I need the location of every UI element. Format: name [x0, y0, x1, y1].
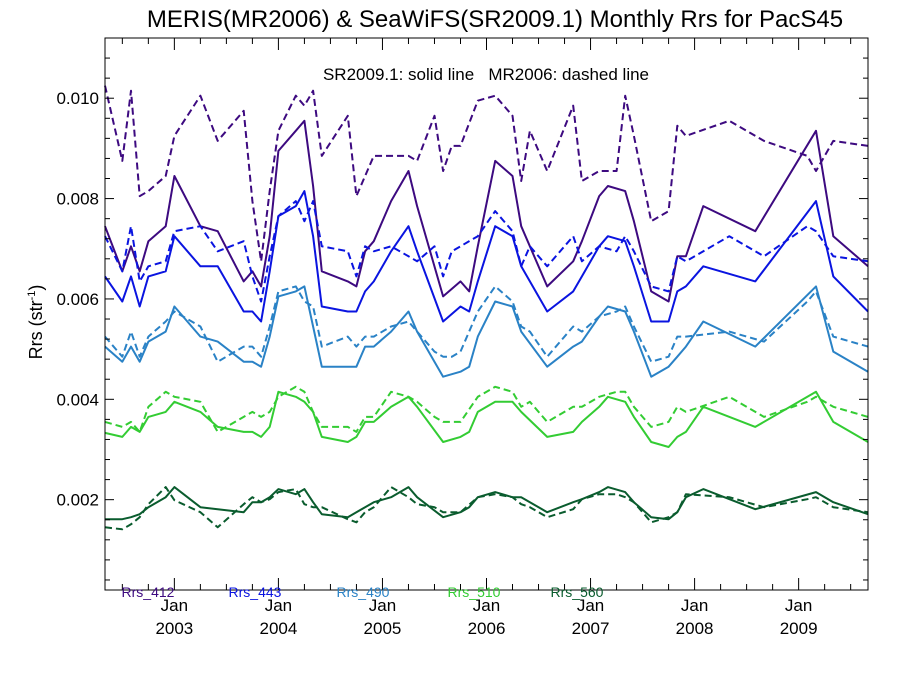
axes: 0.002 0.004 0.006 0.008 0.010 Jan 2003 Jan 2004 J… [56, 37, 869, 638]
legend-label-rrs-443: Rrs_443 [229, 584, 282, 600]
x-tick-label-month: Jan [785, 596, 812, 615]
x-tick-label-year: 2003 [155, 619, 193, 638]
y-axis-label-text: Rrs (str [26, 300, 46, 359]
y-tick-label: 0.008 [56, 190, 99, 209]
chart-title: MERIS(MR2006) & SeaWiFS(SR2009.1) Monthl… [147, 6, 843, 33]
x-tick-label-month: Jan [161, 596, 188, 615]
series-line-solid-rrs-443 [104, 190, 869, 323]
legend-label-rrs-412: Rrs_412 [122, 584, 175, 600]
y-axis-label-close: ) [26, 285, 46, 291]
x-tick-label-month: Jan [369, 596, 396, 615]
x-tick-label-year: 2008 [676, 619, 714, 638]
y-tick-label: 0.010 [56, 89, 99, 108]
x-tick-label-month: Jan [681, 596, 708, 615]
legend: Rrs_412 Rrs_443 Rrs_490 Rrs_510 Rrs_560 [122, 584, 604, 600]
x-tick-label-year: 2006 [468, 619, 506, 638]
x-tick-label-month: Jan [577, 596, 604, 615]
series-line-solid-rrs-490 [104, 285, 869, 378]
plot-frame [104, 37, 869, 591]
series-line-solid-rrs-510 [104, 390, 869, 448]
series-line-dashed-rrs-490 [104, 285, 869, 363]
x-tick-label-year: 2004 [259, 619, 297, 638]
legend-label-rrs-490: Rrs_490 [337, 584, 390, 600]
plot-area [104, 85, 869, 531]
y-axis-label: Rrs (str-1) [26, 285, 46, 360]
series-line-solid-rrs-560 [105, 486, 869, 521]
x-tick-label-year: 2009 [780, 619, 818, 638]
y-tick-label: 0.002 [56, 491, 99, 510]
x-tick-label-month: Jan [265, 596, 292, 615]
x-tick-label-month: Jan [473, 596, 500, 615]
series-line-solid-rrs-412 [104, 119, 869, 303]
x-tick-label-year: 2005 [364, 619, 402, 638]
legend-label-rrs-510: Rrs_510 [448, 584, 501, 600]
series-line-dashed-rrs-443 [104, 200, 869, 303]
line-style-annotation: SR2009.1: solid line MR2006: dashed line [323, 65, 649, 84]
y-tick-label: 0.006 [56, 290, 99, 309]
series-line-dashed-rrs-412 [104, 85, 869, 263]
y-axis-label-exponent: -1 [26, 291, 38, 301]
legend-label-rrs-560: Rrs_560 [551, 584, 604, 600]
y-tick-label: 0.004 [56, 390, 99, 409]
series-line-dashed-rrs-510 [104, 385, 869, 433]
x-tick-label-year: 2007 [572, 619, 610, 638]
